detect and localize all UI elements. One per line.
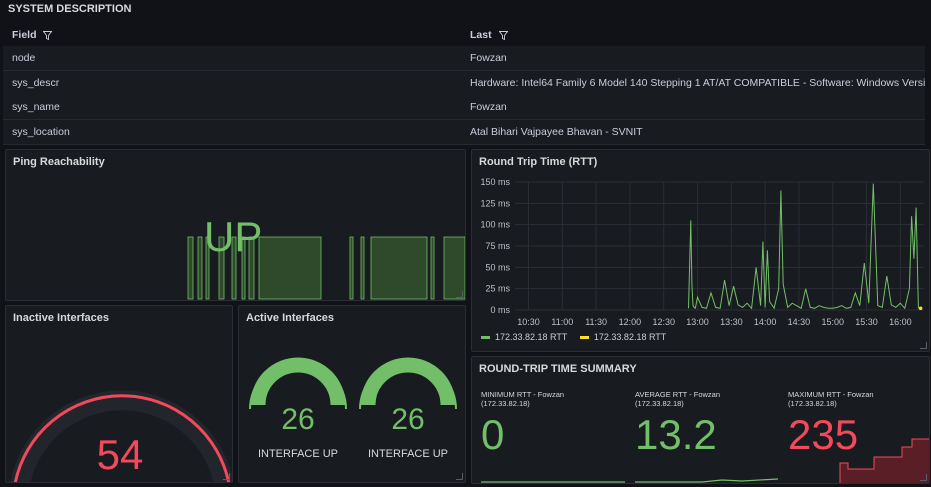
inactive-interfaces-title: Inactive Interfaces <box>13 312 109 324</box>
rtt-summary-panel: ROUND-TRIP TIME SUMMARY MINIMUM RTT - Fo… <box>471 356 930 484</box>
row-field: sys_location <box>12 126 70 138</box>
y-tick-label: 25 ms <box>485 284 510 294</box>
x-tick-label: 11:00 <box>551 317 573 327</box>
stat-label-max: MAXIMUM RTT - Fowzan (172.33.82.18) <box>788 390 874 408</box>
y-tick-label: 125 ms <box>480 198 510 208</box>
table-row: node Fowzan <box>3 46 925 71</box>
resize-handle[interactable] <box>456 473 463 480</box>
x-tick-label: 11:30 <box>585 317 607 327</box>
active-gauge-value: 26 <box>281 403 315 436</box>
table-header: Field Last <box>3 23 925 48</box>
x-tick-label: 14:00 <box>754 317 777 327</box>
active-gauges <box>249 357 457 410</box>
row-last: Atal Bihari Vajpayee Bhavan - SVNIT <box>470 126 643 138</box>
row-field: node <box>12 52 36 64</box>
x-tick-label: 10:30 <box>517 317 540 327</box>
resize-handle[interactable] <box>223 473 230 480</box>
y-tick-label: 0 ms <box>490 305 510 315</box>
rtt-panel: Round Trip Time (RTT) 0 ms 25 ms 50 ms 75 m… <box>471 149 930 352</box>
stat-sparklines <box>481 438 929 483</box>
stat-value-min: 0 <box>481 411 505 458</box>
legend-item[interactable]: 172.33.82.18 RTT <box>481 332 567 342</box>
ping-state-timeline <box>187 236 465 300</box>
system-description-title: SYSTEM DESCRIPTION <box>8 3 132 15</box>
system-description-panel: SYSTEM DESCRIPTION Field Last node Fowzan… <box>0 0 931 147</box>
inactive-interfaces-panel: Inactive Interfaces 54 <box>5 305 233 483</box>
stat-value-max: 235 <box>788 411 859 458</box>
rtt-legend: 172.33.82.18 RTT 172.33.82.18 RTT <box>481 332 666 342</box>
stat-label-avg: AVERAGE RTT - Fowzan (172.33.82.18) <box>635 390 721 408</box>
x-tick-label: 15:30 <box>855 317 878 327</box>
y-tick-label: 100 ms <box>480 220 510 230</box>
ping-reachability-title: Ping Reachability <box>13 156 105 168</box>
ping-status-value: UP <box>204 213 263 260</box>
filter-icon[interactable] <box>498 30 508 40</box>
table-row: sys_name Fowzan <box>3 95 925 120</box>
series-line <box>688 183 919 310</box>
y-tick-label: 75 ms <box>485 241 510 251</box>
resize-handle[interactable] <box>456 291 463 298</box>
inactive-interfaces-value: 54 <box>96 431 144 478</box>
x-tick-label: 13:00 <box>686 317 709 327</box>
active-gauge-label: INTERFACE UP <box>257 448 339 460</box>
stat-label-min: MINIMUM RTT - Fowzan (172.33.82.18) <box>481 390 565 408</box>
rtt-title: Round Trip Time (RTT) <box>479 156 598 168</box>
active-interfaces-panel: Active Interfaces 26 26 INTERFACE UP INT… <box>238 305 466 483</box>
column-header-last[interactable]: Last <box>470 29 508 41</box>
active-interfaces-title: Active Interfaces <box>246 312 335 324</box>
table-row: sys_location Atal Bihari Vajpayee Bhavan … <box>3 120 925 145</box>
y-tick-label: 150 ms <box>480 177 510 187</box>
resize-handle[interactable] <box>920 474 927 481</box>
x-tick-label: 16:00 <box>889 317 912 327</box>
rtt-summary-title: ROUND-TRIP TIME SUMMARY <box>479 363 637 375</box>
x-tick-label: 14:30 <box>788 317 811 327</box>
row-field: sys_descr <box>12 77 60 89</box>
rtt-chart[interactable]: 0 ms 25 ms 50 ms 75 ms 100 ms 125 ms 150 ms 10:… <box>472 150 930 352</box>
x-tick-label: 12:00 <box>619 317 642 327</box>
column-header-field[interactable]: Field <box>12 29 53 41</box>
stat-value-avg: 13.2 <box>635 411 717 458</box>
row-last: Hardware: Intel64 Family 6 Model 140 Ste… <box>470 77 926 89</box>
inactive-gauge <box>10 390 232 482</box>
x-tick-label: 13:30 <box>720 317 743 327</box>
row-last: Fowzan <box>470 52 507 64</box>
active-gauge-value: 26 <box>391 403 425 436</box>
row-last: Fowzan <box>470 101 507 113</box>
legend-swatch <box>579 336 589 340</box>
x-tick-label: 15:00 <box>821 317 844 327</box>
row-field: sys_name <box>12 101 60 113</box>
filter-icon[interactable] <box>43 30 53 40</box>
ping-reachability-panel: Ping Reachability UP <box>5 149 466 301</box>
table-row: sys_descr Hardware: Intel64 Family 6 Mode… <box>3 71 925 96</box>
y-tick-label: 50 ms <box>485 262 510 272</box>
resize-handle[interactable] <box>920 342 927 349</box>
active-gauge-label: INTERFACE UP <box>367 448 449 460</box>
legend-swatch <box>481 336 490 340</box>
legend-item[interactable]: 172.33.82.18 RTT <box>579 332 666 342</box>
series-point <box>918 306 923 311</box>
x-tick-label: 12:30 <box>652 317 675 327</box>
